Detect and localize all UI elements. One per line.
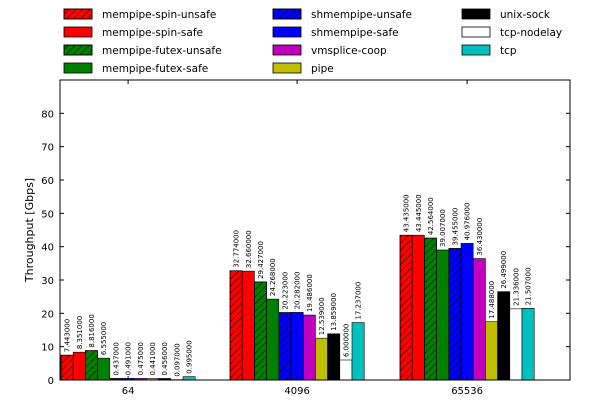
legend-label-mempipe-futex-unsafe: mempipe-futex-unsafe — [102, 45, 222, 57]
data-label-tcp-4096: 17.237000 — [355, 282, 363, 320]
bar-hatch-shmempipe-unsafe-65536 — [449, 248, 461, 380]
data-label-vmsplice-coop-64: 0.475000 — [137, 342, 145, 375]
y-tick-label-0: 0 — [48, 376, 54, 387]
data-label-mempipe-spin-safe-4096: 32.660000 — [245, 230, 253, 268]
legend-label-tcp-nodelay: tcp-nodelay — [500, 27, 562, 39]
legend-label-mempipe-spin-safe: mempipe-spin-safe — [102, 27, 203, 39]
data-label-mempipe-spin-safe-65536: 43.445000 — [415, 194, 423, 232]
data-label-mempipe-futex-unsafe-65536: 42.564000 — [427, 197, 435, 235]
legend-label-pipe: pipe — [311, 63, 334, 75]
bar-hatch-shmempipe-unsafe-4096 — [279, 313, 291, 380]
data-label-tcp-nodelay-65536: 21.336000 — [512, 268, 520, 306]
bar-unix-sock-65536 — [498, 292, 510, 380]
data-label-shmempipe-unsafe-65536: 39.455000 — [451, 208, 459, 246]
bar-mempipe-spin-safe-64 — [73, 352, 85, 380]
y-tick-label-50: 50 — [41, 209, 54, 220]
data-label-shmempipe-safe-65536: 40.976000 — [464, 203, 472, 241]
bar-mempipe-futex-safe-64 — [98, 358, 110, 380]
bar-mempipe-spin-safe-4096 — [242, 271, 254, 380]
legend-label-unix-sock: unix-sock — [500, 9, 551, 21]
bar-hatch-mempipe-spin-unsafe-4096 — [230, 271, 242, 380]
bar-hatch-mempipe-futex-unsafe-64 — [85, 351, 97, 380]
data-label-shmempipe-safe-64: 0.491000 — [125, 342, 133, 375]
data-label-unix-sock-64: 0.456000 — [161, 342, 169, 375]
data-label-tcp-nodelay-64: 0.097000 — [173, 343, 181, 376]
bar-tcp-4096 — [352, 323, 364, 380]
legend-label-tcp: tcp — [500, 45, 517, 57]
bar-unix-sock-4096 — [328, 334, 340, 380]
data-label-shmempipe-unsafe-4096: 20.223000 — [281, 272, 289, 310]
legend-swatch-tcp — [462, 45, 490, 55]
y-tick-label-80: 80 — [41, 109, 54, 120]
bar-hatch-mempipe-futex-unsafe-4096 — [254, 282, 266, 380]
legend-swatch-vmsplice-coop — [273, 45, 301, 55]
data-label-mempipe-spin-unsafe-4096: 32.774000 — [233, 230, 241, 268]
data-label-mempipe-spin-unsafe-65536: 43.435000 — [403, 194, 411, 232]
legend-swatch-pipe — [273, 63, 301, 73]
data-label-unix-sock-4096: 13.859000 — [330, 293, 338, 331]
data-label-tcp-65536: 21.507000 — [525, 267, 533, 305]
y-tick-label-40: 40 — [41, 243, 54, 254]
bar-tcp-nodelay-65536 — [510, 309, 522, 380]
y-tick-label-20: 20 — [41, 309, 54, 320]
legend-swatch-hatch-mempipe-futex-unsafe — [64, 45, 92, 55]
y-tick-label-70: 70 — [41, 143, 54, 154]
data-label-mempipe-futex-unsafe-64: 8.816000 — [88, 314, 96, 347]
bar-shmempipe-safe-65536 — [461, 243, 473, 380]
y-tick-label-10: 10 — [41, 343, 54, 354]
bar-vmsplice-coop-4096 — [303, 315, 315, 380]
data-label-pipe-65536: 17.488000 — [488, 281, 496, 319]
data-label-shmempipe-unsafe-64: 0.437000 — [112, 342, 120, 375]
bar-tcp-65536 — [522, 308, 534, 380]
data-label-mempipe-futex-safe-65536: 39.007000 — [439, 209, 447, 247]
data-label-pipe-4096: 12.539000 — [318, 297, 326, 335]
x-tick-label-4096: 4096 — [284, 386, 309, 397]
data-label-vmsplice-coop-4096: 19.486000 — [306, 274, 314, 312]
bar-pipe-65536 — [485, 322, 497, 380]
data-label-vmsplice-coop-65536: 36.430000 — [476, 218, 484, 256]
legend-swatch-hatch-shmempipe-unsafe — [273, 9, 301, 19]
legend-swatch-unix-sock — [462, 9, 490, 19]
data-label-unix-sock-65536: 26.499000 — [500, 251, 508, 289]
bar-mempipe-futex-safe-65536 — [437, 250, 449, 380]
legend-swatch-mempipe-futex-safe — [64, 63, 92, 73]
bar-mempipe-spin-safe-65536 — [412, 235, 424, 380]
legend-swatch-hatch-mempipe-spin-unsafe — [64, 9, 92, 19]
legend-label-vmsplice-coop: vmsplice-coop — [311, 45, 387, 57]
legend-swatch-shmempipe-safe — [273, 27, 301, 37]
legend-label-mempipe-futex-safe: mempipe-futex-safe — [102, 63, 208, 75]
legend: mempipe-spin-unsafe mempipe-spin-safe memp… — [64, 9, 562, 75]
data-label-mempipe-spin-unsafe-64: 7.443000 — [64, 319, 72, 352]
y-tick-label-60: 60 — [41, 176, 54, 187]
data-label-pipe-64: 0.441000 — [149, 342, 157, 375]
data-label-tcp-64: 0.995000 — [186, 340, 194, 373]
bar-shmempipe-safe-4096 — [291, 312, 303, 380]
legend-label-mempipe-spin-unsafe: mempipe-spin-unsafe — [102, 9, 216, 21]
data-label-mempipe-futex-safe-64: 6.555000 — [100, 322, 108, 355]
legend-swatch-tcp-nodelay — [462, 27, 490, 37]
data-label-mempipe-futex-safe-4096: 24.268000 — [269, 258, 277, 296]
bar-vmsplice-coop-65536 — [473, 259, 485, 380]
bar-hatch-mempipe-spin-unsafe-64 — [61, 355, 73, 380]
bar-hatch-mempipe-futex-unsafe-65536 — [424, 238, 436, 380]
x-tick-label-64: 64 — [122, 386, 135, 397]
data-label-shmempipe-safe-4096: 20.282000 — [294, 272, 302, 310]
y-tick-label-30: 30 — [41, 276, 54, 287]
x-tick-label-65536: 65536 — [451, 386, 483, 397]
bar-tcp-nodelay-4096 — [340, 360, 352, 380]
bar-hatch-mempipe-spin-unsafe-65536 — [400, 235, 412, 380]
legend-label-shmempipe-unsafe: shmempipe-unsafe — [311, 9, 412, 21]
data-label-mempipe-futex-unsafe-4096: 29.427000 — [257, 241, 265, 279]
bar-mempipe-futex-safe-4096 — [267, 299, 279, 380]
bar-pipe-4096 — [315, 338, 327, 380]
legend-swatch-mempipe-spin-safe — [64, 27, 92, 37]
data-label-mempipe-spin-safe-64: 8.351000 — [76, 316, 84, 349]
legend-label-shmempipe-safe: shmempipe-safe — [311, 27, 399, 39]
data-label-tcp-nodelay-4096: 6.000000 — [342, 324, 350, 357]
y-axis-title: Throughput [Gbps] — [23, 178, 36, 283]
